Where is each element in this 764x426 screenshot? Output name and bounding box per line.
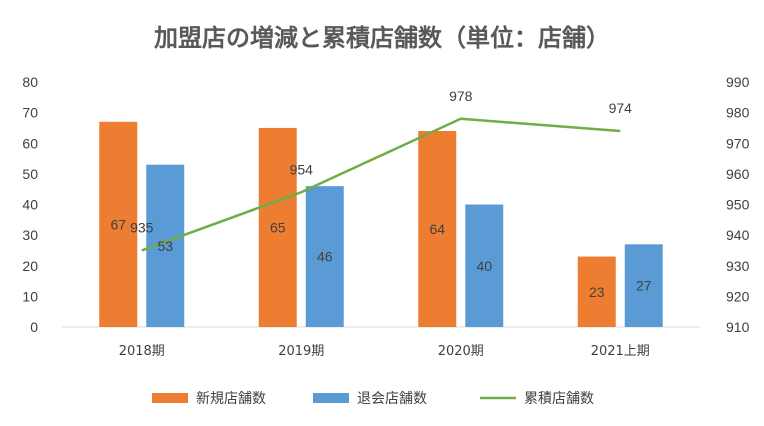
bar-data-label: 23 xyxy=(589,284,605,300)
legend-label: 新規店舗数 xyxy=(196,391,266,407)
bar-data-label: 64 xyxy=(429,221,445,237)
bar-closed[interactable] xyxy=(624,244,663,327)
bar-data-label: 27 xyxy=(636,278,652,294)
legend-label: 退会店舗数 xyxy=(357,391,427,407)
bar-closed[interactable] xyxy=(465,204,504,328)
y-right-tick-label: 980 xyxy=(726,105,750,121)
bar-closed[interactable] xyxy=(305,186,344,327)
line-data-label: 935 xyxy=(130,219,154,235)
legend-swatch xyxy=(313,393,349,403)
x-tick-label: 2018期 xyxy=(119,344,165,359)
y-left-tick-label: 70 xyxy=(22,105,38,121)
y-left-tick-label: 60 xyxy=(22,135,38,151)
bar-new[interactable] xyxy=(258,127,297,327)
bar-new[interactable] xyxy=(577,256,616,327)
y-right-tick-label: 930 xyxy=(726,258,750,274)
line-data-label: 974 xyxy=(609,100,633,116)
y-left-tick-label: 40 xyxy=(22,197,38,213)
cumulative-line[interactable] xyxy=(141,117,621,252)
legend-label: 累積店舗数 xyxy=(524,391,594,407)
line-data-label: 978 xyxy=(449,88,473,104)
line-series xyxy=(141,117,621,252)
y-left-tick-label: 20 xyxy=(22,258,38,274)
line-data-label: 954 xyxy=(290,161,314,177)
x-tick-label: 2019期 xyxy=(278,344,324,359)
chart-title: 加盟店の増減と累積店舗数（単位：店舗） xyxy=(154,24,610,52)
legend[interactable]: 新規店舗数 退会店舗数 累積店舗数 xyxy=(152,391,594,407)
data-labels: 67 53 65 46 64 40 23 27 935 954 978 974 xyxy=(110,88,651,300)
bars xyxy=(99,121,663,328)
y-left-tick-label: 50 xyxy=(22,166,38,182)
x-tick-label: 2020期 xyxy=(438,344,484,359)
bar-data-label: 65 xyxy=(270,219,286,235)
legend-swatch xyxy=(152,393,188,403)
y-right-tick-label: 960 xyxy=(726,166,750,182)
y-left-tick-label: 80 xyxy=(22,74,38,90)
y-right-tick-label: 950 xyxy=(726,197,750,213)
bar-data-label: 53 xyxy=(157,238,173,254)
axes: 0 10 20 30 40 50 60 70 80 910 920 930 940 950 960 970 98… xyxy=(22,74,749,359)
bar-new[interactable] xyxy=(99,121,138,327)
bar-data-label: 46 xyxy=(317,249,333,265)
bar-new[interactable] xyxy=(418,131,457,327)
y-right-tick-label: 990 xyxy=(726,74,750,90)
y-right-tick-label: 910 xyxy=(726,319,750,335)
y-right-tick-label: 970 xyxy=(726,135,750,151)
y-left-tick-label: 30 xyxy=(22,227,38,243)
bar-data-label: 40 xyxy=(476,258,492,274)
y-left-tick-label: 0 xyxy=(30,319,38,335)
y-right-tick-label: 920 xyxy=(726,288,750,304)
y-left-tick-label: 10 xyxy=(22,288,38,304)
y-right-tick-label: 940 xyxy=(726,227,750,243)
x-tick-label: 2021上期 xyxy=(591,344,650,359)
bar-data-label: 67 xyxy=(110,216,126,232)
